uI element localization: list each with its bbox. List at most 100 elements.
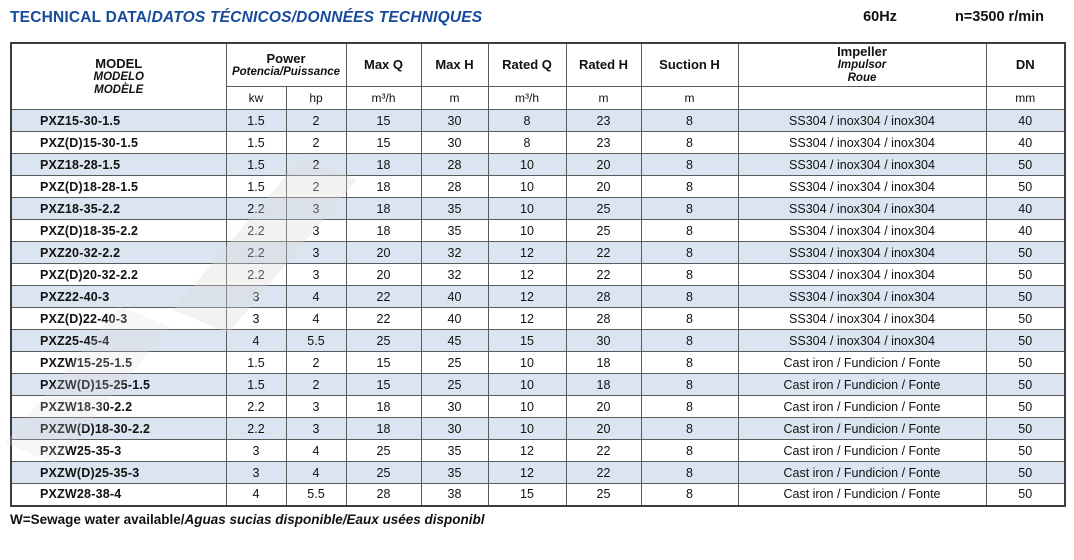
model-cell: PXZ(D)20-32-2.2 bbox=[10, 263, 227, 286]
speed-label: n=3500 r/min bbox=[954, 9, 1044, 25]
dn-cell: 50 bbox=[985, 461, 1066, 484]
power-kw-cell: 3 bbox=[225, 307, 287, 330]
suction-h-cell: 8 bbox=[640, 109, 739, 132]
power-hp-cell: 2 bbox=[285, 131, 347, 154]
power-kw-cell: 2.2 bbox=[225, 197, 287, 220]
power-hp-cell: 4 bbox=[285, 439, 347, 462]
max-h-cell: 30 bbox=[420, 131, 489, 154]
power-hp-cell: 4 bbox=[285, 461, 347, 484]
table-row: PXZW(D)18-30-2.2 2.2 3 18 30 10 20 8 Cast iron /… bbox=[10, 417, 1066, 440]
suction-h-cell: 8 bbox=[640, 417, 739, 440]
dn-cell: 50 bbox=[985, 439, 1066, 462]
unit-rated-h: m bbox=[565, 86, 642, 110]
power-header-en: Power bbox=[266, 50, 306, 66]
unit-dn: mm bbox=[985, 86, 1066, 110]
header-bar: TECHNICAL DATA/DATOS TÉCNICOS/DONNÉES TE… bbox=[0, 0, 1074, 27]
power-hp-cell: 4 bbox=[285, 285, 347, 308]
table-row: PXZW25-35-3 3 4 25 35 12 22 8 Cast iron / Fundic… bbox=[10, 439, 1066, 462]
impeller-header-en: Impeller bbox=[837, 44, 887, 59]
max-q-cell: 25 bbox=[345, 461, 422, 484]
power-kw-cell: 3 bbox=[225, 439, 287, 462]
max-h-cell: 35 bbox=[420, 461, 489, 484]
impeller-cell: SS304 / inox304 / inox304 bbox=[737, 153, 987, 176]
page-title-intl: DATOS TÉCNICOS/DONNÉES TECHNIQUES bbox=[151, 9, 483, 26]
impeller-cell: Cast iron / Fundicion / Fonte bbox=[737, 395, 987, 418]
rated-q-cell: 10 bbox=[487, 417, 567, 440]
max-q-cell: 15 bbox=[345, 351, 422, 374]
model-cell: PXZ18-35-2.2 bbox=[10, 197, 227, 220]
power-kw-cell: 2.2 bbox=[225, 263, 287, 286]
rated-h-cell: 20 bbox=[565, 153, 642, 176]
power-hp-cell: 5.5 bbox=[285, 483, 347, 506]
power-hp-cell: 4 bbox=[285, 307, 347, 330]
suction-h-cell: 8 bbox=[640, 175, 739, 198]
dn-cell: 50 bbox=[985, 153, 1066, 176]
table-row: PXZW(D)25-35-3 3 4 25 35 12 22 8 Cast iron / Fun… bbox=[10, 461, 1066, 484]
power-kw-cell: 1.5 bbox=[225, 109, 287, 132]
rated-q-cell: 10 bbox=[487, 197, 567, 220]
max-h-cell: 35 bbox=[420, 219, 489, 242]
table-row: PXZ(D)18-28-1.5 1.5 2 18 28 10 20 8 SS304 / inox… bbox=[10, 175, 1066, 198]
power-kw-cell: 3 bbox=[225, 285, 287, 308]
suction-h-cell: 8 bbox=[640, 263, 739, 286]
impeller-cell: SS304 / inox304 / inox304 bbox=[737, 109, 987, 132]
power-hp-cell: 2 bbox=[285, 373, 347, 396]
power-kw-cell: 2.2 bbox=[225, 395, 287, 418]
rated-q-cell: 8 bbox=[487, 109, 567, 132]
table-row: PXZ18-28-1.5 1.5 2 18 28 10 20 8 SS304 / inox304… bbox=[10, 153, 1066, 176]
rated-h-cell: 28 bbox=[565, 285, 642, 308]
rated-h-cell: 22 bbox=[565, 241, 642, 264]
suction-h-cell: 8 bbox=[640, 307, 739, 330]
suction-h-cell: 8 bbox=[640, 439, 739, 462]
table-row: PXZW15-25-1.5 1.5 2 15 25 10 18 8 Cast iron / Fu… bbox=[10, 351, 1066, 374]
max-q-cell: 18 bbox=[345, 197, 422, 220]
power-kw-cell: 2.2 bbox=[225, 241, 287, 264]
max-h-cell: 30 bbox=[420, 417, 489, 440]
unit-max-q: m³/h bbox=[345, 86, 422, 110]
unit-max-h: m bbox=[420, 86, 489, 110]
suction-h-cell: 8 bbox=[640, 351, 739, 374]
col-header-rated-h: Rated H bbox=[565, 42, 642, 87]
model-cell: PXZ22-40-3 bbox=[10, 285, 227, 308]
model-cell: PXZ(D)18-28-1.5 bbox=[10, 175, 227, 198]
rated-h-cell: 25 bbox=[565, 483, 642, 506]
model-cell: PXZW15-25-1.5 bbox=[10, 351, 227, 374]
dn-cell: 50 bbox=[985, 395, 1066, 418]
dn-cell: 50 bbox=[985, 483, 1066, 506]
rated-q-cell: 12 bbox=[487, 263, 567, 286]
model-cell: PXZW28-38-4 bbox=[10, 483, 227, 506]
suction-h-cell: 8 bbox=[640, 285, 739, 308]
dn-cell: 50 bbox=[985, 351, 1066, 374]
max-h-cell: 35 bbox=[420, 439, 489, 462]
table-row: PXZ20-32-2.2 2.2 3 20 32 12 22 8 SS304 / inox304… bbox=[10, 241, 1066, 264]
rated-h-cell: 18 bbox=[565, 351, 642, 374]
table-row: PXZ(D)18-35-2.2 2.2 3 18 35 10 25 8 SS304 / inox… bbox=[10, 219, 1066, 242]
dn-cell: 50 bbox=[985, 241, 1066, 264]
power-kw-cell: 4 bbox=[225, 483, 287, 506]
rated-h-cell: 23 bbox=[565, 109, 642, 132]
power-hp-cell: 3 bbox=[285, 263, 347, 286]
page-title: TECHNICAL DATA/DATOS TÉCNICOS/DONNÉES TE… bbox=[10, 9, 482, 27]
rated-q-cell: 10 bbox=[487, 175, 567, 198]
model-cell: PXZW(D)25-35-3 bbox=[10, 461, 227, 484]
table-row: PXZ25-45-4 4 5.5 25 45 15 30 8 SS304 / inox304 /… bbox=[10, 329, 1066, 352]
model-cell: PXZW(D)15-25-1.5 bbox=[10, 373, 227, 396]
rated-h-cell: 18 bbox=[565, 373, 642, 396]
rated-h-cell: 23 bbox=[565, 131, 642, 154]
max-q-cell: 18 bbox=[345, 153, 422, 176]
power-hp-cell: 2 bbox=[285, 109, 347, 132]
footnote: W=Sewage water available/Aguas sucias di… bbox=[10, 512, 1074, 527]
spec-labels: 60Hz n=3500 r/min bbox=[863, 9, 1058, 25]
rated-h-cell: 22 bbox=[565, 263, 642, 286]
impeller-cell: SS304 / inox304 / inox304 bbox=[737, 307, 987, 330]
model-cell: PXZW(D)18-30-2.2 bbox=[10, 417, 227, 440]
max-q-cell: 15 bbox=[345, 109, 422, 132]
impeller-cell: Cast iron / Fundicion / Fonte bbox=[737, 439, 987, 462]
impeller-cell: SS304 / inox304 / inox304 bbox=[737, 241, 987, 264]
frequency-label: 60Hz bbox=[863, 9, 897, 25]
max-h-cell: 38 bbox=[420, 483, 489, 506]
power-kw-cell: 4 bbox=[225, 329, 287, 352]
max-q-cell: 15 bbox=[345, 131, 422, 154]
model-cell: PXZ(D)15-30-1.5 bbox=[10, 131, 227, 154]
